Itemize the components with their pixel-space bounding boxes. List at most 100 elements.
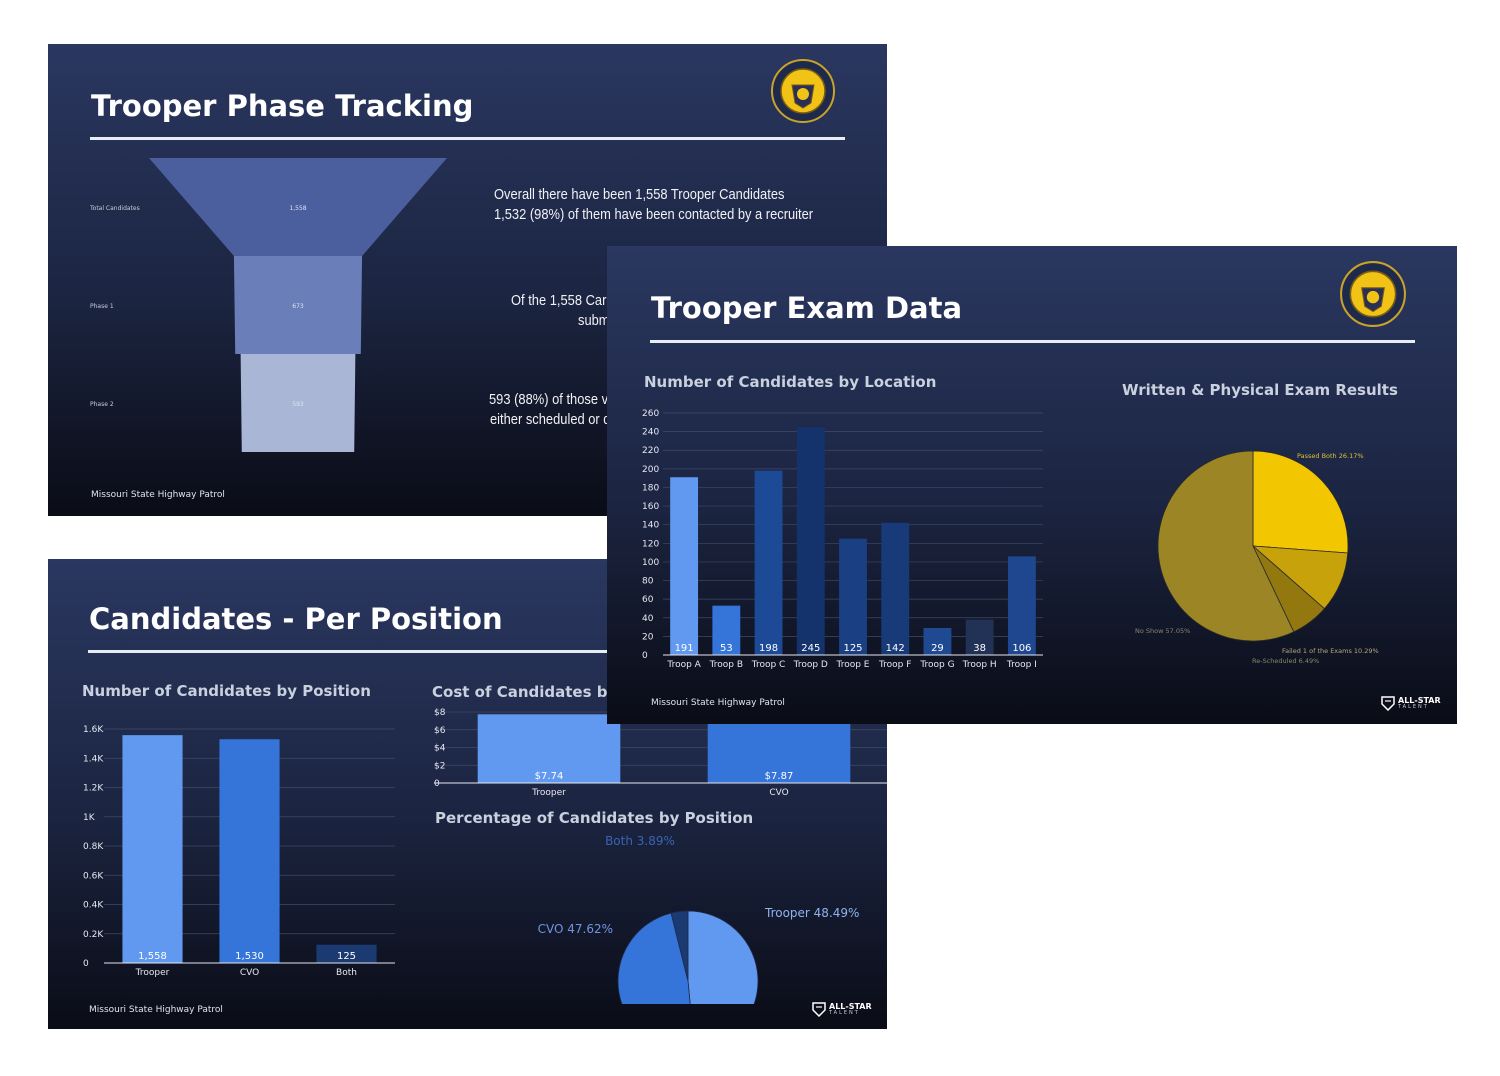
footer-text: Missouri State Highway Patrol [91, 490, 225, 500]
y-tick-label: 0.8K [83, 842, 104, 852]
x-tick-label: Troop I [1006, 660, 1037, 670]
funnel-value-label: 1,558 [289, 205, 306, 212]
bar [477, 714, 621, 783]
x-tick-label: Troop D [793, 660, 828, 670]
bar [670, 477, 699, 655]
x-tick-label: CVO [240, 968, 259, 978]
pie-slice-label: Failed 1 of the Exams 10.29% [1282, 647, 1379, 655]
bar [796, 426, 825, 655]
note-line: 1,532 (98%) of them have been contacted … [494, 206, 814, 223]
bar [881, 522, 910, 655]
slide-title: Candidates - Per Position [89, 602, 503, 636]
bar-value-label: 29 [931, 643, 944, 654]
y-tick-label: 220 [642, 446, 659, 456]
y-tick-label: 20 [642, 632, 654, 642]
y-tick-label: 40 [642, 614, 654, 624]
funnel-category-label: Total Candidates [89, 205, 140, 212]
bar [316, 944, 377, 963]
bar-value-label: 53 [720, 643, 733, 654]
note-line: Of the 1,558 Car [511, 292, 607, 309]
y-tick-label: 200 [642, 465, 659, 475]
x-tick-label: Troop H [962, 660, 997, 670]
pie-slice-label: Both 3.89% [605, 834, 675, 848]
note-line: 593 (88%) of those v [489, 391, 609, 408]
chart-heading: Percentage of Candidates by Position [435, 809, 754, 827]
x-tick-label: Troop B [709, 660, 743, 670]
pie-slice [1252, 450, 1349, 554]
funnel-segment [240, 354, 356, 452]
bar-value-label: 125 [843, 643, 862, 654]
shield-icon [812, 1002, 826, 1017]
chart-heading: Written & Physical Exam Results [1122, 381, 1398, 399]
y-tick-label: 0 [83, 959, 89, 969]
title-rule [90, 137, 845, 140]
x-tick-label: CVO [769, 788, 788, 798]
pie-slice [687, 910, 759, 1004]
y-tick-label: 0.2K [83, 930, 104, 940]
funnel-chart: Total Candidates 1,558 Phase 1 673 Phase 2 59… [89, 158, 447, 452]
y-tick-label: 160 [642, 502, 659, 512]
highway-patrol-seal [771, 59, 835, 123]
x-tick-label: Trooper [531, 788, 566, 798]
pie-slice [617, 912, 691, 1004]
note-line: Overall there have been 1,558 Trooper Ca… [494, 186, 785, 203]
bar-value-label: 191 [675, 643, 694, 654]
pie-slice [1157, 450, 1295, 642]
footer-text: Missouri State Highway Patrol [651, 698, 785, 708]
x-tick-label: Troop G [919, 660, 954, 670]
note-line: subm [578, 312, 610, 329]
bar [1007, 556, 1036, 655]
pie-slice-label: No Show 57.05% [1135, 627, 1190, 635]
x-tick-label: Troop E [836, 660, 870, 670]
bar [219, 739, 280, 963]
y-tick-label: 140 [642, 521, 659, 531]
bar [707, 713, 851, 783]
chart-heading: Number of Candidates by Position [82, 682, 371, 700]
y-tick-label: $4 [434, 744, 446, 754]
funnel-segment [233, 256, 363, 354]
y-tick-label: 80 [642, 577, 654, 587]
y-tick-label: $6 [434, 726, 446, 736]
slide-trooper-exam-data: Trooper Exam Data Number of Candidates b… [607, 246, 1457, 724]
all-star-talent-logo: ALL-STAR TALENT [812, 1001, 872, 1017]
logo-subtext: TALENT [829, 1009, 860, 1016]
cost-by-position-chart: 0 $2 $4 $6 $8 $7.74 Trooper $7.87 CVO [434, 708, 887, 798]
footer-text: Missouri State Highway Patrol [89, 1005, 223, 1015]
bar-value-label: 106 [1012, 643, 1031, 654]
y-tick-label: 180 [642, 483, 659, 493]
bar-value-label: 1,530 [235, 951, 264, 962]
slide-title: Trooper Exam Data [651, 291, 963, 325]
y-tick-label: 120 [642, 539, 659, 549]
highway-patrol-seal [1340, 261, 1406, 327]
y-tick-label: $2 [434, 761, 445, 771]
note-line: either scheduled or d [490, 411, 611, 428]
exam-results-chart: Passed Both 26.17% Failed 1 of the Exams … [1135, 450, 1379, 665]
chart-heading: Cost of Candidates by P [432, 683, 634, 701]
all-star-talent-logo: ALL-STAR TALENT [1381, 695, 1441, 711]
candidates-by-location-chart: 0 20 40 60 80 100 120 140 160 180 200 220 240 260 191 T… [642, 409, 1043, 670]
x-tick-label: Troop C [751, 660, 786, 670]
funnel-category-label: Phase 1 [90, 303, 114, 310]
y-tick-label: 100 [642, 558, 659, 568]
x-tick-label: Troop F [878, 660, 911, 670]
y-tick-label: 260 [642, 409, 659, 419]
candidates-by-position-chart: 0 0.2K 0.4K 0.6K 0.8K 1K 1.2K 1.4K 1.6K 1,558 Troo… [83, 725, 395, 978]
bar-value-label: 245 [801, 643, 820, 654]
bar [712, 605, 741, 655]
funnel-segment [149, 158, 447, 256]
pie-slice-label: Re-Scheduled 6.49% [1252, 657, 1319, 665]
percentage-by-position-chart: Trooper 48.49% CVO 47.62% Both 3.89% [538, 834, 859, 1004]
bar-value-label: 1,558 [138, 951, 167, 962]
bar [923, 628, 952, 655]
title-rule [88, 650, 848, 653]
y-tick-label: 60 [642, 595, 654, 605]
y-tick-label: 1K [83, 813, 96, 823]
bar [122, 735, 183, 963]
bar [839, 538, 867, 655]
bar [965, 619, 994, 655]
y-tick-label: 0.6K [83, 871, 104, 881]
y-tick-label: 0 [642, 651, 648, 661]
y-tick-label: 1.4K [83, 754, 104, 764]
logo-text: ALL-STAR [829, 1001, 872, 1011]
shield-icon [1381, 696, 1395, 711]
